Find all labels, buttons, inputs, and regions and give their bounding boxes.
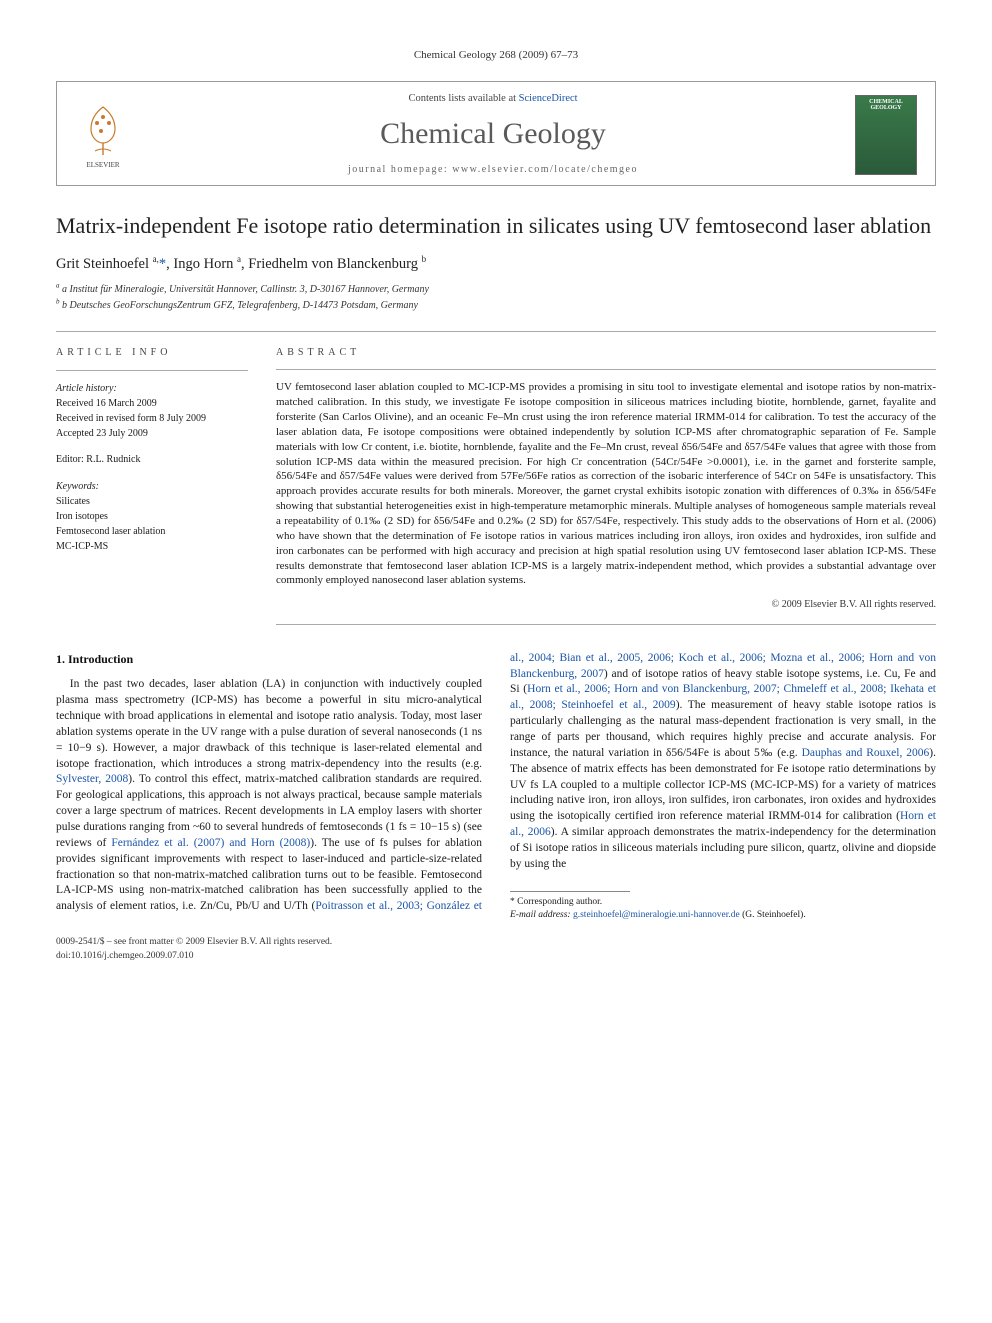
journal-cover-thumb: CHEMICAL GEOLOGY bbox=[851, 92, 921, 177]
journal-homepage: journal homepage: www.elsevier.com/locat… bbox=[149, 163, 837, 177]
editor-block: Editor: R.L. Rudnick bbox=[56, 453, 248, 467]
elsevier-tree-icon: ELSEVIER bbox=[75, 99, 131, 171]
contents-available-line: Contents lists available at ScienceDirec… bbox=[149, 92, 837, 107]
footnote-separator bbox=[510, 891, 630, 892]
body-two-column: 1. Introduction In the past two decades,… bbox=[56, 651, 936, 923]
affiliation-a: a a Institut für Mineralogie, Universitä… bbox=[56, 282, 936, 297]
author-1: Grit Steinhoefel bbox=[56, 256, 149, 272]
journal-name: Chemical Geology bbox=[149, 113, 837, 155]
corresponding-author-footnote: * Corresponding author. E-mail address: … bbox=[510, 896, 936, 923]
sciencedirect-link[interactable]: ScienceDirect bbox=[519, 93, 578, 104]
author-list: Grit Steinhoefel a,*, Ingo Horn a, Fried… bbox=[56, 254, 936, 274]
page-footer: 0009-2541/$ – see front matter © 2009 El… bbox=[56, 936, 936, 963]
abstract-label: ABSTRACT bbox=[276, 346, 936, 360]
journal-masthead: ELSEVIER Contents lists available at Sci… bbox=[56, 81, 936, 186]
section-1-heading: 1. Introduction bbox=[56, 651, 482, 668]
publisher-name: ELSEVIER bbox=[86, 161, 119, 169]
corresponding-marker[interactable]: * bbox=[159, 256, 166, 272]
ref-sylvester-2008[interactable]: Sylvester, 2008 bbox=[56, 773, 128, 785]
article-info-column: ARTICLE INFO Article history: Received 1… bbox=[56, 346, 248, 625]
intro-paragraph: In the past two decades, laser ablation … bbox=[56, 651, 936, 923]
affiliation-b: b b Deutsches GeoForschungsZentrum GFZ, … bbox=[56, 298, 936, 313]
article-info-label: ARTICLE INFO bbox=[56, 346, 248, 360]
abstract-column: ABSTRACT UV femtosecond laser ablation c… bbox=[276, 346, 936, 625]
author-2: Ingo Horn bbox=[173, 256, 233, 272]
publisher-logo-box: ELSEVIER bbox=[71, 92, 135, 177]
ref-fernandez-horn[interactable]: Fernández et al. (2007) and Horn (2008) bbox=[111, 837, 310, 849]
abstract-copyright: © 2009 Elsevier B.V. All rights reserved… bbox=[276, 598, 936, 612]
keywords-block: Keywords: Silicates Iron isotopes Femtos… bbox=[56, 479, 248, 554]
article-title: Matrix-independent Fe isotope ratio dete… bbox=[56, 212, 936, 240]
corresponding-email-link[interactable]: g.steinhoefel@mineralogie.uni-hannover.d… bbox=[573, 910, 740, 920]
affiliations: a a Institut für Mineralogie, Universitä… bbox=[56, 282, 936, 313]
cover-title: CHEMICAL GEOLOGY bbox=[859, 99, 913, 112]
author-3: Friedhelm von Blanckenburg bbox=[248, 256, 418, 272]
abstract-text: UV femtosecond laser ablation coupled to… bbox=[276, 380, 936, 588]
running-head: Chemical Geology 268 (2009) 67–73 bbox=[56, 48, 936, 63]
ref-dauphas-rouxel[interactable]: Dauphas and Rouxel, 2006 bbox=[802, 747, 930, 759]
article-history: Article history: Received 16 March 2009 … bbox=[56, 381, 248, 441]
